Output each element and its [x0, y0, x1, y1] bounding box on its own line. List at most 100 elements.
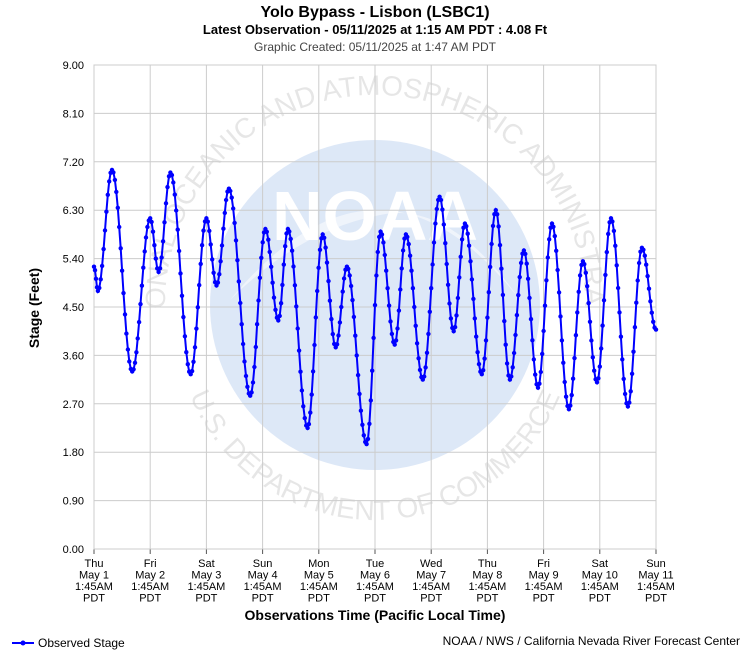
data-point — [407, 253, 413, 258]
data-point — [175, 227, 180, 232]
chart-subtitle: Latest Observation - 05/11/2025 at 1:15 … — [203, 22, 548, 37]
data-point — [355, 372, 361, 378]
data-point — [361, 433, 366, 438]
data-point — [231, 206, 236, 211]
data-point — [514, 312, 520, 318]
data-point — [199, 243, 205, 248]
x-tick-label: Sun May 11 1:45AM PDT — [637, 558, 675, 605]
data-point — [384, 268, 389, 273]
data-point — [171, 180, 176, 185]
data-point — [192, 345, 198, 350]
data-point — [205, 219, 210, 224]
data-point — [468, 259, 473, 264]
data-point — [301, 404, 306, 409]
data-point — [555, 267, 560, 273]
data-point — [121, 290, 126, 296]
data-point — [523, 251, 528, 257]
data-point — [551, 224, 556, 229]
data-point — [296, 348, 302, 353]
data-point — [102, 228, 108, 233]
data-point — [260, 240, 265, 245]
data-point — [253, 344, 258, 350]
data-point — [221, 226, 226, 231]
credit-text: NOAA / NWS / California Nevada River For… — [443, 634, 740, 648]
data-point — [583, 270, 588, 275]
legend: Observed Stage — [12, 636, 125, 650]
data-point — [645, 273, 650, 279]
y-tick-label: 6.30 — [63, 205, 84, 217]
data-point — [250, 380, 256, 385]
data-point — [374, 273, 379, 278]
data-point — [438, 197, 444, 203]
data-point — [354, 353, 359, 358]
data-point — [308, 410, 313, 415]
data-point — [157, 266, 163, 271]
data-point — [615, 285, 621, 291]
data-point — [545, 255, 550, 260]
data-point — [107, 179, 112, 184]
data-point — [181, 314, 186, 320]
data-point — [379, 232, 385, 237]
data-point — [417, 367, 423, 373]
data-point — [606, 231, 611, 237]
data-point — [381, 240, 386, 245]
data-point — [395, 326, 400, 331]
data-point — [503, 342, 508, 347]
data-point — [434, 206, 439, 212]
data-point — [651, 319, 656, 324]
data-point — [337, 320, 343, 325]
data-point — [348, 283, 354, 289]
data-point — [541, 328, 546, 334]
data-point — [617, 310, 622, 315]
data-point — [139, 283, 145, 288]
data-point — [92, 268, 98, 273]
data-point — [341, 276, 347, 281]
data-point — [326, 278, 331, 284]
data-point — [266, 237, 271, 242]
x-tick-label: Wed May 7 1:45AM PDT — [412, 558, 450, 605]
data-point — [653, 327, 659, 332]
data-point — [254, 322, 260, 327]
data-point — [410, 286, 416, 291]
data-point — [388, 319, 393, 324]
data-point — [540, 351, 545, 357]
data-point — [525, 276, 531, 281]
data-point — [149, 219, 154, 225]
data-point — [222, 210, 227, 216]
data-point — [495, 212, 500, 217]
data-point — [641, 247, 646, 252]
data-point — [632, 325, 638, 330]
data-point — [219, 243, 225, 248]
data-point — [475, 350, 480, 355]
data-point — [566, 407, 572, 412]
data-point — [242, 359, 247, 364]
data-point — [400, 248, 406, 253]
data-point — [489, 241, 494, 247]
data-point — [236, 279, 241, 284]
data-point — [159, 255, 164, 260]
data-point — [165, 184, 170, 190]
data-point — [313, 315, 318, 320]
data-point — [235, 258, 240, 263]
data-point — [559, 338, 565, 343]
data-point — [429, 286, 434, 291]
data-point — [299, 388, 305, 393]
data-point — [295, 326, 300, 331]
data-point — [277, 313, 282, 319]
data-point — [590, 355, 595, 360]
data-point — [597, 364, 602, 369]
data-point — [500, 292, 506, 298]
data-point — [611, 228, 617, 234]
x-tick-label: Fri May 9 1:45AM PDT — [525, 558, 563, 605]
data-point — [431, 240, 437, 245]
data-point — [627, 400, 632, 405]
data-point — [589, 338, 594, 343]
y-tick-label: 4.50 — [63, 302, 84, 314]
data-point — [445, 282, 451, 287]
data-point — [368, 398, 373, 403]
data-point — [465, 231, 470, 236]
data-point — [599, 346, 604, 351]
data-point — [596, 376, 601, 381]
data-point — [558, 314, 563, 319]
data-point — [625, 404, 631, 409]
